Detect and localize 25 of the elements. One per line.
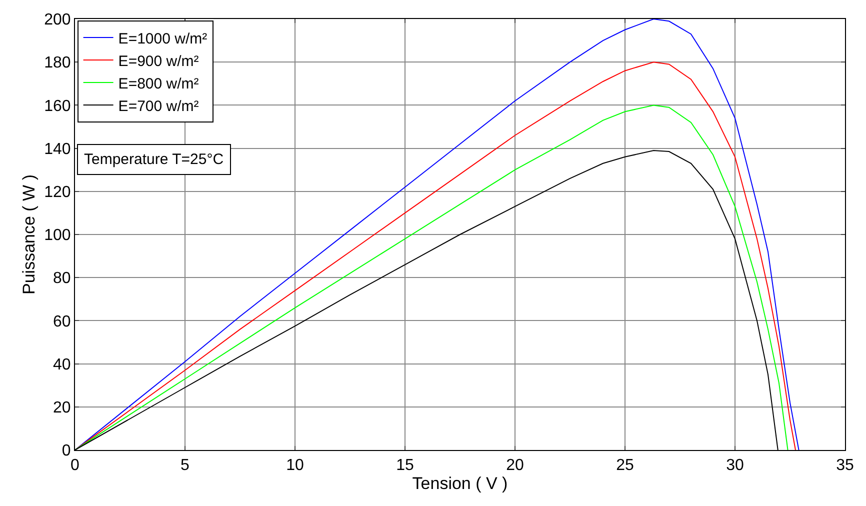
y-tick-label: 60 (53, 313, 71, 330)
legend-label: E=900 w/m² (118, 52, 199, 70)
legend-label: E=800 w/m² (118, 75, 199, 92)
annotation: Temperature T=25°C (84, 151, 224, 168)
y-tick-label: 80 (53, 270, 71, 288)
y-tick-label: 120 (44, 184, 71, 201)
x-tick-label: 30 (726, 457, 744, 474)
x-tick-label: 15 (396, 457, 414, 474)
y-tick-label: 180 (44, 54, 71, 72)
y-tick-label: 0 (62, 442, 71, 460)
x-tick-label: 35 (836, 457, 854, 474)
x-axis-title: Tension ( V ) (412, 474, 508, 494)
y-tick-label: 40 (53, 356, 71, 374)
y-axis-title: Puissance ( W ) (20, 174, 39, 294)
y-tick-label: 200 (44, 12, 71, 29)
x-tick-label: 10 (286, 457, 304, 474)
x-tick-label: 5 (180, 457, 190, 474)
y-tick-label: 20 (53, 400, 71, 416)
y-tick-label: 160 (44, 98, 71, 115)
y-tick-label: 100 (44, 227, 71, 244)
legend-label: E=700 w/m² (118, 98, 199, 115)
y-tick-label: 140 (44, 140, 71, 158)
x-tick-label: 20 (506, 457, 524, 474)
legend-label: E=1000 w/m² (118, 30, 208, 48)
x-tick-label: 25 (616, 457, 634, 474)
